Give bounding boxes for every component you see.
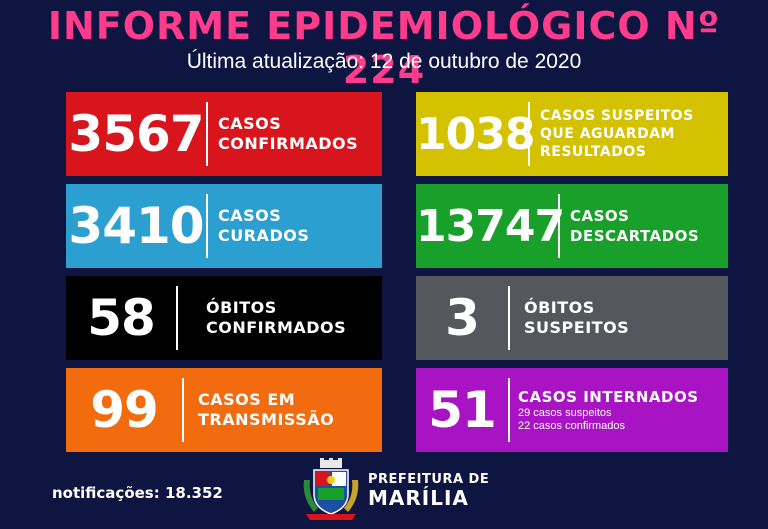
card-divider [176,286,178,350]
hospitalized-detail-confirmed: 22 casos confirmados [518,420,625,432]
card-divider [206,102,208,166]
confirmed-deaths-label: ÓBITOS CONFIRMADOS [178,298,346,338]
label-line: SUSPEITOS [524,318,630,337]
card-cured-cases: 3410 CASOS CURADOS [66,184,382,268]
label-line: CASOS [570,207,630,225]
label-line: CASOS EM [198,390,296,409]
page-title: INFORME EPIDEMIOLÓGICO Nº 224 [47,4,721,92]
card-discarded-cases: 13747 CASOS DESCARTADOS [416,184,728,268]
discarded-cases-label: CASOS DESCARTADOS [560,206,699,246]
confirmed-cases-value: 3567 [68,105,204,163]
cured-cases-value: 3410 [68,197,204,255]
card-divider [508,286,510,350]
label-line: CASOS [218,206,282,225]
hospitalized-cases-value: 51 [428,381,497,439]
suspected-cases-value: 1038 [416,108,535,160]
card-divider [508,378,510,442]
prefeitura-logo-text: PREFEITURA DE MARÍLIA [368,472,489,509]
suspected-deaths-label: ÓBITOS SUSPEITOS [510,298,629,338]
transmission-cases-value: 99 [90,381,159,439]
hospitalized-cases-label: CASOS INTERNADOS 29 casos suspeitos 22 c… [510,387,699,433]
municipal-coat-of-arms-icon [303,458,359,520]
label-line: QUE AGUARDAM [540,126,675,142]
last-update-subtitle: Última atualização: 12 de outubro de 202… [186,50,582,73]
suspected-cases-label: CASOS SUSPEITOS QUE AGUARDAM RESULTADOS [530,107,694,161]
card-suspected-cases: 1038 CASOS SUSPEITOS QUE AGUARDAM RESULT… [416,92,728,176]
label-line: DESCARTADOS [570,227,700,245]
label-line: CONFIRMADOS [206,318,347,337]
card-divider [182,378,184,442]
label-line: ÓBITOS [524,298,595,317]
label-line: ÓBITOS [206,298,277,317]
confirmed-cases-label: CASOS CONFIRMADOS [208,114,358,154]
label-line: CASOS [218,114,282,133]
cured-cases-label: CASOS CURADOS [208,206,309,246]
label-line: CASOS INTERNADOS [518,388,699,406]
label-line: TRANSMISSÃO [198,410,335,429]
discarded-cases-value: 13747 [416,200,565,252]
card-divider [206,194,208,258]
city-name: MARÍLIA [368,486,469,510]
transmission-cases-label: CASOS EM TRANSMISSÃO [184,390,334,430]
confirmed-deaths-value: 58 [87,289,156,347]
prefeitura-line: PREFEITURA DE [368,472,490,487]
card-transmission-cases: 99 CASOS EM TRANSMISSÃO [66,368,382,452]
label-line: RESULTADOS [540,144,647,160]
card-confirmed-deaths: 58 ÓBITOS CONFIRMADOS [66,276,382,360]
label-line: CASOS SUSPEITOS [540,108,694,124]
suspected-deaths-value: 3 [445,289,480,347]
card-hospitalized-cases: 51 CASOS INTERNADOS 29 casos suspeitos 2… [416,368,728,452]
card-suspected-deaths: 3 ÓBITOS SUSPEITOS [416,276,728,360]
label-line: CONFIRMADOS [218,134,359,153]
card-divider [558,194,560,258]
card-divider [528,102,530,166]
notifications-count: notificações: 18.352 [52,484,223,502]
hospitalized-detail-suspected: 29 casos suspeitos [518,407,612,419]
card-confirmed-cases: 3567 CASOS CONFIRMADOS [66,92,382,176]
label-line: CURADOS [218,226,310,245]
